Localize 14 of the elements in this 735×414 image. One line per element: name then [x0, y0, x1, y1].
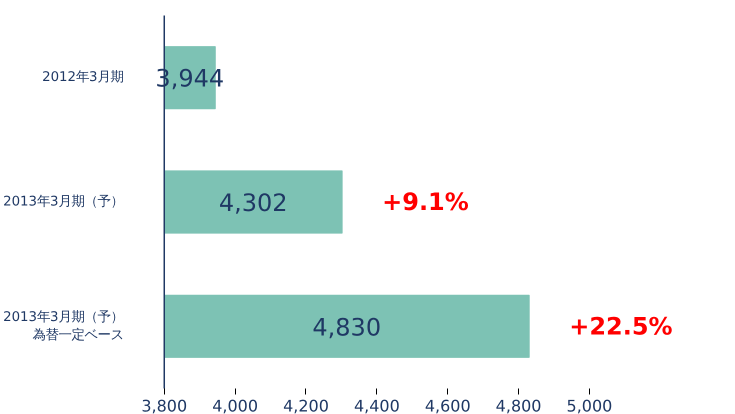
x-tick-label: 4,400 [354, 396, 400, 414]
x-tick-label: 5,000 [566, 396, 612, 414]
x-tick-label: 3,800 [141, 396, 188, 414]
x-tick-label: 4,600 [424, 396, 471, 414]
x-tick-label: 4,000 [212, 396, 258, 414]
data-label: 4,302 [218, 189, 288, 217]
annotation: +22.5% [569, 312, 673, 340]
x-tick-label: 4,800 [496, 396, 542, 414]
y-tick-label: 2013年3月期（予）為替一定ベース [3, 310, 124, 343]
annotation: +9.1% [382, 188, 469, 216]
x-tick-label: 4,200 [283, 396, 329, 414]
y-tick-label: 2013年3月期（予） [3, 194, 124, 210]
y-tick-label: 2012年3月期 [42, 70, 124, 86]
data-label: 4,830 [312, 313, 382, 342]
